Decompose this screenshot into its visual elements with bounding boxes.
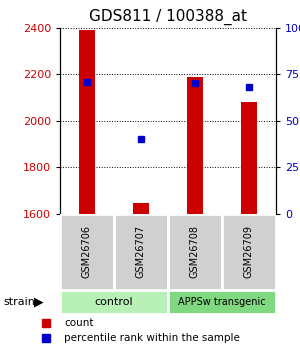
Title: GDS811 / 100388_at: GDS811 / 100388_at — [89, 9, 247, 25]
Bar — [60, 214, 114, 290]
Text: GSM26707: GSM26707 — [136, 225, 146, 278]
Text: percentile rank within the sample: percentile rank within the sample — [64, 333, 240, 343]
Text: GSM26708: GSM26708 — [190, 225, 200, 278]
Bar — [60, 290, 168, 314]
Bar — [188, 77, 202, 214]
Text: count: count — [64, 318, 94, 328]
Bar — [168, 214, 222, 290]
Bar — [80, 30, 94, 214]
Bar — [134, 204, 148, 214]
Text: APPSw transgenic: APPSw transgenic — [178, 297, 266, 307]
Bar — [242, 102, 256, 214]
Text: strain: strain — [3, 297, 35, 307]
Bar — [114, 214, 168, 290]
Text: ▶: ▶ — [34, 295, 44, 308]
Text: GSM26706: GSM26706 — [82, 225, 92, 278]
Text: control: control — [95, 297, 133, 307]
Text: GSM26709: GSM26709 — [244, 225, 254, 278]
Bar — [168, 290, 276, 314]
Bar — [222, 214, 276, 290]
